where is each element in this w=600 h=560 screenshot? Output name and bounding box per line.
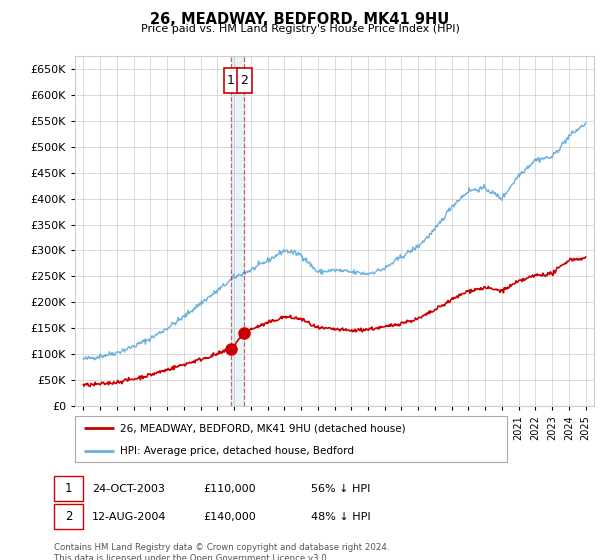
Text: 24-OCT-2003: 24-OCT-2003 bbox=[92, 484, 164, 493]
Text: 26, MEADWAY, BEDFORD, MK41 9HU (detached house): 26, MEADWAY, BEDFORD, MK41 9HU (detached… bbox=[121, 423, 406, 433]
Text: Contains HM Land Registry data © Crown copyright and database right 2024.
This d: Contains HM Land Registry data © Crown c… bbox=[54, 543, 389, 560]
Text: 12-AUG-2004: 12-AUG-2004 bbox=[92, 512, 166, 521]
FancyBboxPatch shape bbox=[54, 476, 83, 501]
Text: 48% ↓ HPI: 48% ↓ HPI bbox=[311, 512, 370, 521]
Text: 26, MEADWAY, BEDFORD, MK41 9HU: 26, MEADWAY, BEDFORD, MK41 9HU bbox=[151, 12, 449, 27]
Bar bbox=[237, 68, 252, 93]
FancyBboxPatch shape bbox=[75, 416, 507, 462]
Text: 1: 1 bbox=[227, 74, 235, 87]
Text: 1: 1 bbox=[65, 482, 72, 495]
Text: 2: 2 bbox=[241, 74, 248, 87]
FancyBboxPatch shape bbox=[54, 504, 83, 529]
Text: 2: 2 bbox=[65, 510, 72, 523]
Text: Price paid vs. HM Land Registry's House Price Index (HPI): Price paid vs. HM Land Registry's House … bbox=[140, 24, 460, 34]
Text: £110,000: £110,000 bbox=[203, 484, 256, 493]
Text: HPI: Average price, detached house, Bedford: HPI: Average price, detached house, Bedf… bbox=[121, 446, 355, 455]
Text: 56% ↓ HPI: 56% ↓ HPI bbox=[311, 484, 370, 493]
Bar bbox=[231, 56, 244, 406]
Bar bbox=[224, 68, 239, 93]
Text: £140,000: £140,000 bbox=[203, 512, 256, 521]
